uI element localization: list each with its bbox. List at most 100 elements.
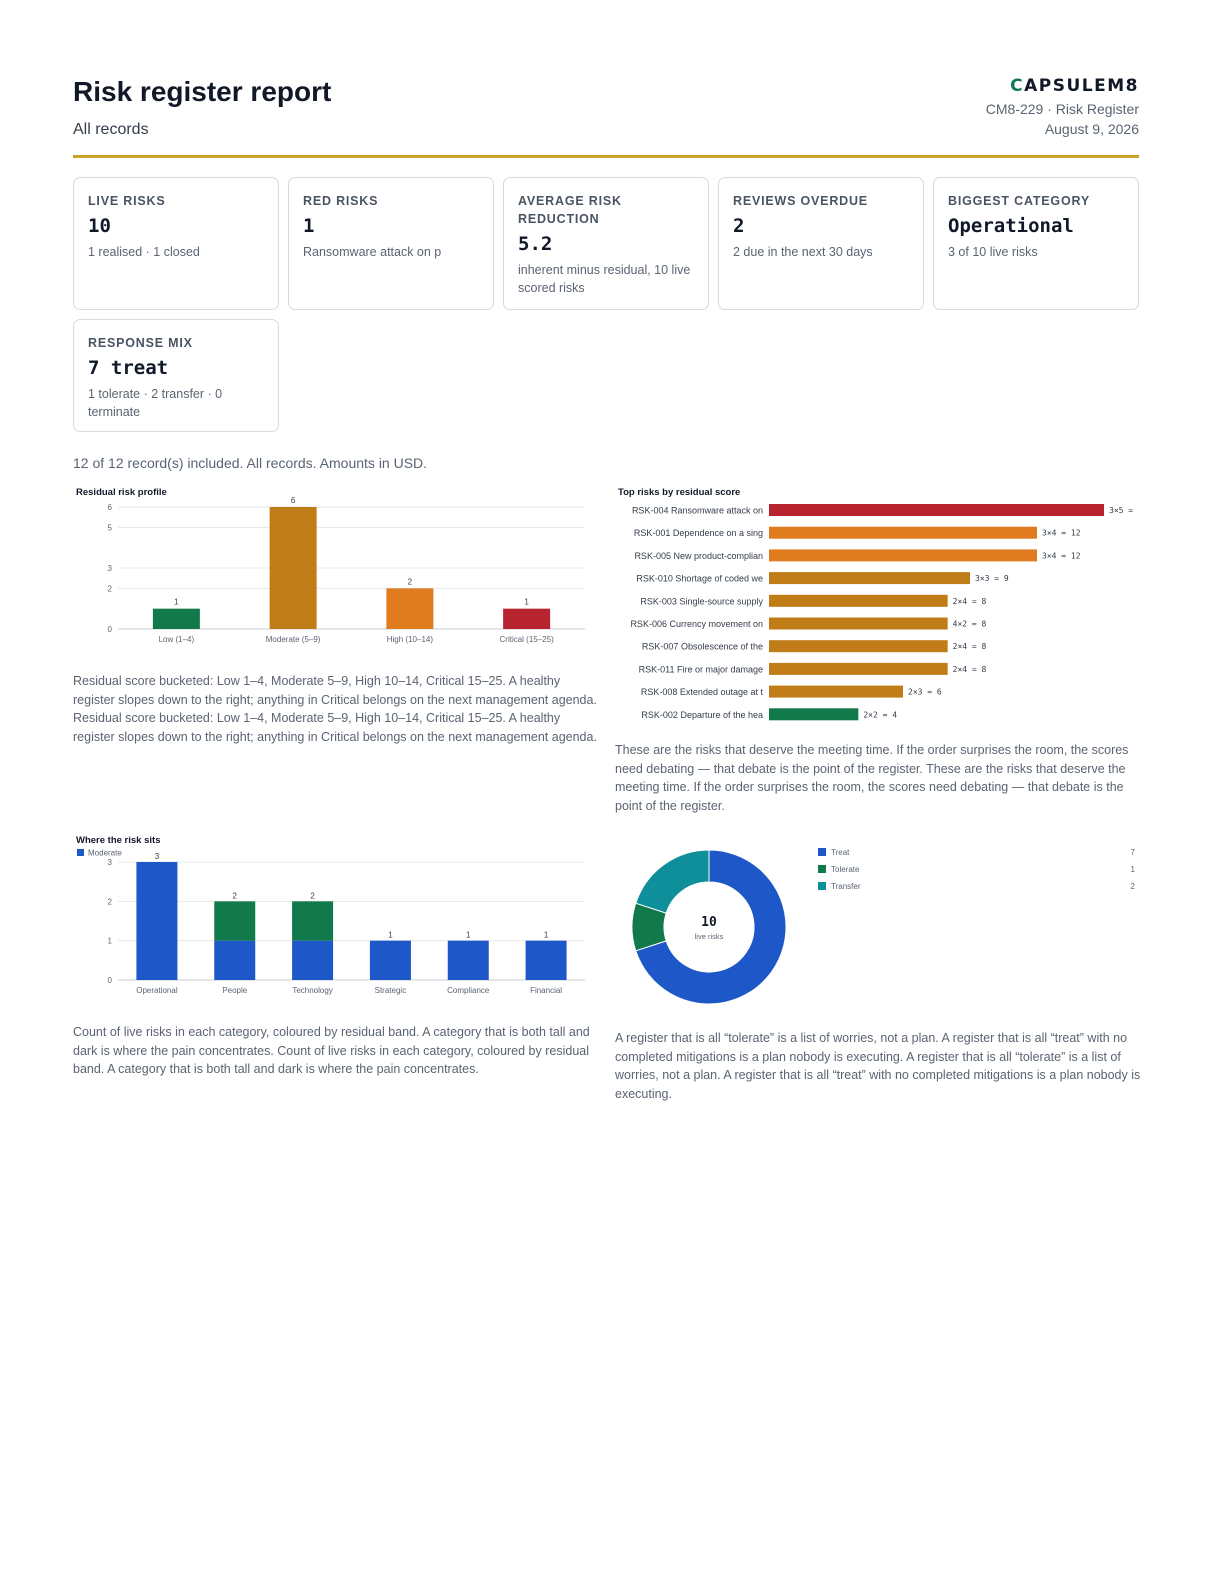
report-header: Risk register report All records CAPSULE… (73, 76, 1139, 158)
top-risk-bar (769, 685, 903, 698)
profile-bar (152, 608, 200, 629)
where-bar-segment (136, 862, 178, 980)
donut-legend-swatch (818, 882, 826, 890)
report-date: August 9, 2026 (1044, 121, 1139, 137)
where-bar-segment (292, 940, 334, 980)
donut-center-label: live risks (695, 932, 724, 941)
kpi-value: 1 (303, 215, 315, 237)
donut-legend-label: Treat (831, 848, 850, 857)
top-risk-label: RSK-008 Extended outage at t (641, 687, 764, 697)
donut-legend-value: 7 (1131, 848, 1136, 857)
page-subtitle: All records (73, 121, 149, 138)
where-bar-total: 1 (388, 931, 393, 940)
donut-legend-value: 1 (1131, 865, 1136, 874)
top-risk-bar (769, 526, 1037, 539)
where-legend-swatch (77, 849, 84, 856)
where-bar-total: 1 (466, 931, 471, 940)
donut-legend-label: Transfer (831, 882, 861, 891)
top-risk-label: RSK-006 Currency movement on (630, 619, 763, 629)
top-risk-bar (769, 640, 948, 653)
donut-legend-value: 2 (1131, 882, 1136, 891)
kpi-note: Ransomware attack on p (303, 245, 442, 259)
kpi-value: 7 treat (88, 357, 169, 379)
kpi-note: inherent minus residual, 10 live scored … (518, 263, 691, 295)
profile-y-tick: 0 (108, 625, 113, 634)
profile-chart-title: Residual risk profile (76, 487, 167, 498)
profile-bar (269, 507, 317, 629)
top-risk-score: 3×4 = 12 (1042, 529, 1081, 538)
top-risk-label: RSK-007 Obsolescence of the (642, 642, 763, 652)
where-x-tick: Compliance (447, 986, 490, 995)
profile-bar-value: 1 (174, 598, 179, 607)
top-risk-label: RSK-010 Shortage of coded we (636, 574, 763, 584)
where-x-tick: Operational (136, 986, 178, 995)
top-risk-bar (769, 617, 948, 630)
profile-bar-value: 2 (408, 577, 413, 586)
profile-bar-value: 6 (291, 496, 296, 505)
donut-center-value: 10 (701, 915, 717, 930)
kpi-card-average-risk-reduction: Average risk reduction 5.2 inherent minu… (503, 177, 709, 310)
top-risks-chart-caption: These are the risks that deserve the mee… (615, 743, 1129, 813)
donut-slice (635, 849, 787, 1005)
where-legend-label: Moderate (88, 849, 122, 858)
kpi-card-biggest-category: Biggest category Operational 3 of 10 liv… (933, 177, 1139, 310)
profile-bar-value: 1 (524, 598, 529, 607)
top-risk-bar (769, 662, 948, 675)
where-bar-segment (525, 940, 567, 980)
where-bar-total: 2 (310, 891, 315, 900)
kpi-card-reviews-overdue: Reviews overdue 2 2 due in the next 30 d… (718, 177, 924, 310)
where-bar-segment (292, 901, 334, 941)
top-risk-score: 2×3 = 6 (908, 688, 942, 697)
top-risk-bar (769, 708, 859, 721)
kpi-label: Biggest category (948, 194, 1090, 208)
kpi-label: Response mix (88, 336, 193, 350)
profile-x-tick: Moderate (5–9) (266, 635, 321, 644)
top-risk-score: 3×3 = 9 (975, 574, 1009, 583)
top-risk-label: RSK-001 Dependence on a sing (634, 528, 763, 538)
profile-x-tick: Low (1–4) (159, 635, 195, 644)
kpi-label: Average risk reduction (518, 194, 622, 226)
kpi-value: 10 (88, 215, 111, 237)
top-risk-label: RSK-011 Fire or major damage (639, 664, 763, 674)
top-risk-label: RSK-005 New product-complian (634, 551, 763, 561)
top-risk-label: RSK-002 Departure of the hea (641, 710, 763, 720)
top-risk-score: 3×5 = (1109, 506, 1133, 515)
where-bar-segment (214, 940, 256, 980)
kpi-label: Reviews overdue (733, 194, 868, 208)
where-x-tick: People (222, 986, 247, 995)
kpi-note: 1 tolerate · 2 transfer · 0 terminate (88, 387, 223, 419)
top-risk-score: 3×4 = 12 (1042, 551, 1081, 560)
where-y-tick: 2 (108, 897, 113, 906)
kpi-card-red-risks: Red risks 1 Ransomware attack on p (288, 177, 494, 310)
brand-logo-initial: C (1010, 76, 1025, 96)
profile-x-tick: High (10–14) (387, 635, 434, 644)
donut-legend-swatch (818, 848, 826, 856)
kpi-note: 1 realised · 1 closed (88, 245, 200, 259)
brand-block: CAPSULEM8 CM8-229 · Risk Register August… (986, 76, 1139, 137)
kpi-card-live-risks: Live risks 10 1 realised · 1 closed (73, 177, 279, 310)
doc-reference: CM8-229 · Risk Register (985, 101, 1139, 117)
where-bar-segment (369, 940, 411, 980)
profile-chart-caption: Residual score bucketed: Low 1–4, Modera… (73, 674, 597, 744)
kpi-note: 3 of 10 live risks (948, 245, 1038, 259)
where-bar-segment (447, 940, 489, 980)
top-risk-label: RSK-004 Ransomware attack on (632, 506, 763, 516)
where-chart-title: Where the risk sits (76, 835, 160, 846)
kpi-value: 5.2 (518, 233, 553, 255)
where-risk-sits-chart-caption: Count of live risks in each category, co… (73, 1025, 590, 1076)
top-risk-bar (769, 549, 1037, 562)
brand-logo-text: APSULEM8 (1024, 76, 1139, 96)
where-x-tick: Technology (292, 986, 332, 995)
response-donut-caption: A register that is all “tolerate” is a l… (615, 1031, 1141, 1101)
kpi-label: Red risks (303, 194, 379, 208)
where-bar-total: 1 (544, 931, 549, 940)
top-risk-score: 2×4 = 8 (953, 597, 987, 606)
top-risks-chart-title: Top risks by residual score (618, 487, 740, 498)
top-risk-score: 2×2 = 4 (863, 710, 897, 719)
top-risk-label: RSK-003 Single-source supply (640, 596, 763, 606)
profile-y-tick: 2 (108, 584, 113, 593)
profile-y-tick: 5 (108, 523, 113, 532)
profile-bar (386, 588, 434, 629)
kpi-card-response-mix: Response mix 7 treat 1 tolerate · 2 tran… (73, 319, 279, 432)
